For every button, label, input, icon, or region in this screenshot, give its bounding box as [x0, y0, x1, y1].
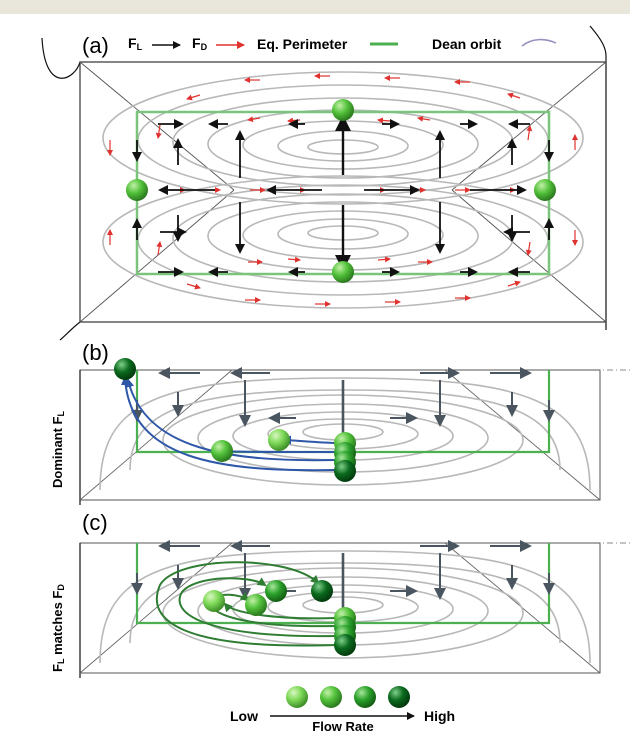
panel-a: (a)	[41, 25, 607, 341]
legend: FL FD Eq. Perimeter Dean orbit	[128, 35, 557, 52]
lift-arrows-c	[131, 540, 555, 623]
particle-b-mid	[211, 440, 233, 462]
scale-high-label: High	[424, 708, 455, 724]
scale-particle-1	[286, 686, 308, 708]
scale-caption: Flow Rate	[312, 719, 373, 732]
outline-bottom-left	[59, 321, 81, 341]
particle-c-mid	[245, 594, 267, 616]
particle-b-start-4	[334, 460, 356, 482]
scale-low-label: Low	[230, 708, 258, 724]
panel-b-side-label: Dominant FL	[50, 411, 66, 489]
panel-a-label: (a)	[82, 33, 109, 58]
legend-dean-orbit: Dean orbit	[432, 36, 502, 52]
particle-b-high	[114, 358, 136, 380]
particle-eq-left	[126, 179, 148, 201]
particle-c-start-4	[334, 634, 356, 656]
lift-arrows-a	[132, 115, 554, 277]
panel-c: (c)	[50, 510, 630, 678]
panel-b-label: (b)	[82, 340, 109, 365]
particle-b-low	[268, 429, 290, 451]
flow-rate-scale: Low High Flow Rate	[230, 686, 455, 732]
scale-particle-4	[388, 686, 410, 708]
legend-eq-perimeter: Eq. Perimeter	[257, 36, 348, 52]
particle-eq-right	[534, 179, 556, 201]
outline-left-curve	[41, 37, 81, 79]
particle-eq-bottom	[332, 261, 354, 283]
panel-c-side-label: FL matches FD	[50, 584, 66, 672]
legend-fd-label: FD	[192, 35, 208, 52]
channel-cross-section	[79, 61, 607, 323]
scale-particle-3	[354, 686, 376, 708]
legend-fl-label: FL	[128, 35, 143, 52]
particle-c-low	[203, 590, 225, 612]
particle-c-high	[311, 580, 333, 602]
panel-b: (b)	[50, 340, 630, 505]
scale-particle-2	[320, 686, 342, 708]
top-bar	[0, 0, 630, 14]
particle-eq-top	[332, 99, 354, 121]
particle-c-midhigh	[265, 580, 287, 602]
legend-dean-orbit-swatch	[521, 38, 557, 47]
outline-right-curve	[589, 25, 607, 330]
panel-c-label: (c)	[82, 510, 108, 535]
